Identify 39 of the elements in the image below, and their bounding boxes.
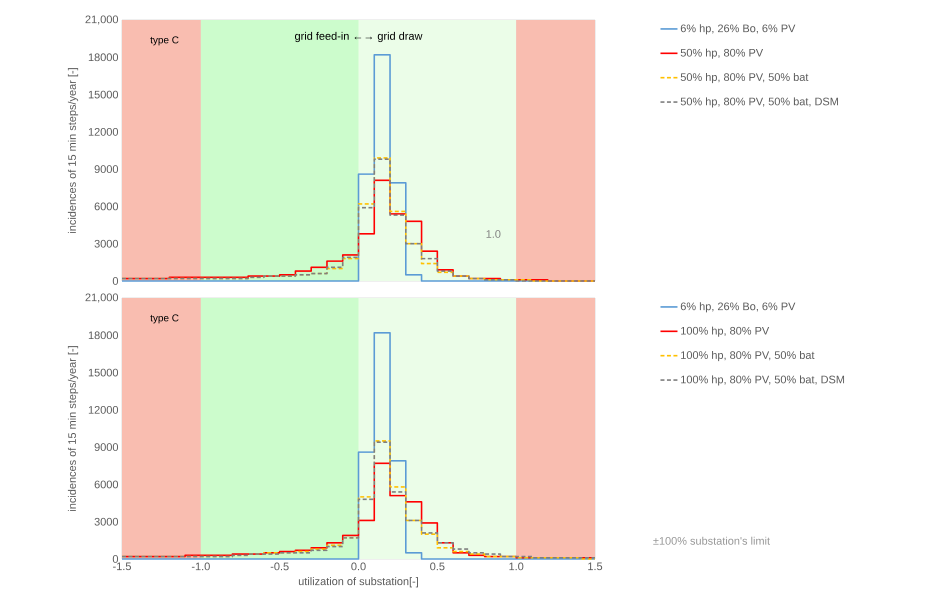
legend-label: 100% hp, 80% PV	[681, 326, 770, 337]
annotation: 1.0	[486, 230, 500, 238]
annotation: type C	[150, 314, 179, 324]
x-tick-label: 1.0	[509, 562, 524, 570]
y-tick-label: 15000	[88, 90, 118, 98]
y-tick-label: 18000	[88, 331, 118, 340]
x-tick-label: -1.5	[113, 562, 131, 570]
x-tick-label: 1.5	[588, 562, 602, 570]
x-tick-label: -1.0	[192, 562, 210, 570]
y-axis-title: incidences of 15 min steps/year [-]	[68, 68, 78, 233]
y-tick-label: 6000	[94, 480, 118, 488]
y-tick-label: 21,000	[86, 15, 118, 25]
y-tick-label: 12000	[88, 406, 118, 414]
annotation: type C	[150, 36, 179, 46]
legend-label: 50% hp, 80% PV, 50% bat, DSM	[680, 97, 838, 108]
x-tick-label: 0.5	[430, 562, 444, 570]
y-axis-title: incidences of 15 min steps/year [-]	[68, 346, 78, 511]
legend-label: 50% hp, 80% PV, 50% bat	[680, 72, 808, 84]
x-axis-title: utilization of substation[-]	[298, 577, 418, 588]
y-tick-label: 18000	[88, 53, 118, 62]
text: ±100% substation's limit	[653, 536, 770, 545]
y-tick-label: 21,000	[86, 293, 118, 303]
y-tick-label: 15000	[88, 368, 118, 376]
y-tick-label: 3000	[94, 240, 118, 248]
y-tick-label: 3000	[94, 518, 118, 526]
legend-label: 6% hp, 26% Bo, 6% PV	[680, 302, 796, 312]
legend-label: 100% hp, 80% PV, 50% bat, DSM	[681, 375, 844, 386]
y-tick-label: 6000	[94, 202, 118, 210]
y-tick-label: 0	[112, 277, 118, 285]
legend-label: 50% hp, 80% PV	[680, 48, 764, 59]
legend-label: 100% hp, 80% PV, 50% bat	[681, 350, 814, 362]
y-tick-label: 9000	[94, 443, 118, 452]
x-tick-label: -0.5	[270, 562, 289, 570]
y-tick-label: 0	[112, 555, 118, 563]
annotation: grid feed-in ←→ grid draw	[295, 32, 422, 42]
y-tick-label: 12000	[88, 128, 118, 136]
y-tick-label: 9000	[94, 165, 118, 174]
x-tick-label: 0.0	[351, 562, 366, 570]
legend-label: 6% hp, 26% Bo, 6% PV	[680, 24, 796, 34]
